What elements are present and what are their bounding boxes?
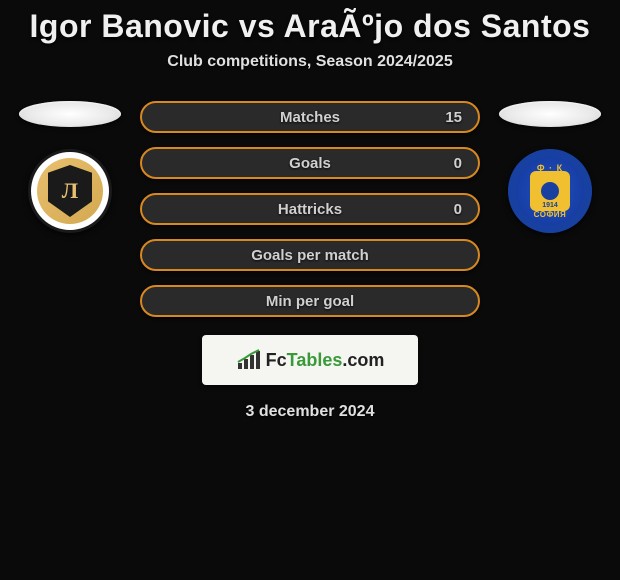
stat-value-right: 0	[454, 155, 462, 172]
right-badge-text-bottom: СОФИЯ	[534, 210, 567, 219]
stat-row-min-per-goal: Min per goal	[140, 285, 480, 317]
left-badge-letter: Л	[62, 178, 78, 204]
left-player-silhouette	[19, 101, 121, 127]
right-badge-ring: Ф · К 1914 СОФИЯ	[508, 149, 592, 233]
right-badge-center: 1914	[530, 171, 570, 211]
right-club-badge: Ф · К 1914 СОФИЯ	[508, 149, 592, 233]
right-player-column: Ф · К 1914 СОФИЯ	[498, 101, 602, 233]
left-badge-shield: Л	[48, 165, 92, 217]
left-player-column: Л	[18, 101, 122, 233]
brand-logo[interactable]: FcTables.com	[202, 335, 418, 385]
stat-label: Goals	[289, 155, 331, 172]
right-badge-year: 1914	[542, 202, 558, 209]
stat-label: Matches	[280, 109, 340, 126]
left-club-badge: Л	[28, 149, 112, 233]
stat-label: Hattricks	[278, 201, 342, 218]
brand-part2: Tables	[287, 350, 343, 370]
chart-icon	[236, 349, 262, 371]
stats-column: Matches 15 Goals 0 Hattricks 0 Goals per…	[140, 101, 480, 317]
stat-row-goals-per-match: Goals per match	[140, 239, 480, 271]
widget-root: Igor Banovic vs AraÃºjo dos Santos Club …	[0, 0, 620, 421]
stat-label: Goals per match	[251, 247, 369, 264]
stat-row-hattricks: Hattricks 0	[140, 193, 480, 225]
stat-value-right: 15	[445, 109, 462, 126]
subtitle: Club competitions, Season 2024/2025	[0, 53, 620, 71]
brand-text: FcTables.com	[266, 350, 385, 371]
brand-part3: .com	[342, 350, 384, 370]
right-player-silhouette	[499, 101, 601, 127]
stat-value-right: 0	[454, 201, 462, 218]
left-badge-inner: Л	[37, 158, 103, 224]
stat-row-goals: Goals 0	[140, 147, 480, 179]
page-title: Igor Banovic vs AraÃºjo dos Santos	[0, 8, 620, 45]
stat-row-matches: Matches 15	[140, 101, 480, 133]
right-badge-ball-icon	[541, 182, 559, 200]
comparison-row: Л Matches 15 Goals 0 Hattricks 0 Goals p…	[0, 101, 620, 317]
stat-label: Min per goal	[266, 293, 354, 310]
date-label: 3 december 2024	[0, 403, 620, 421]
brand-part1: Fc	[266, 350, 287, 370]
